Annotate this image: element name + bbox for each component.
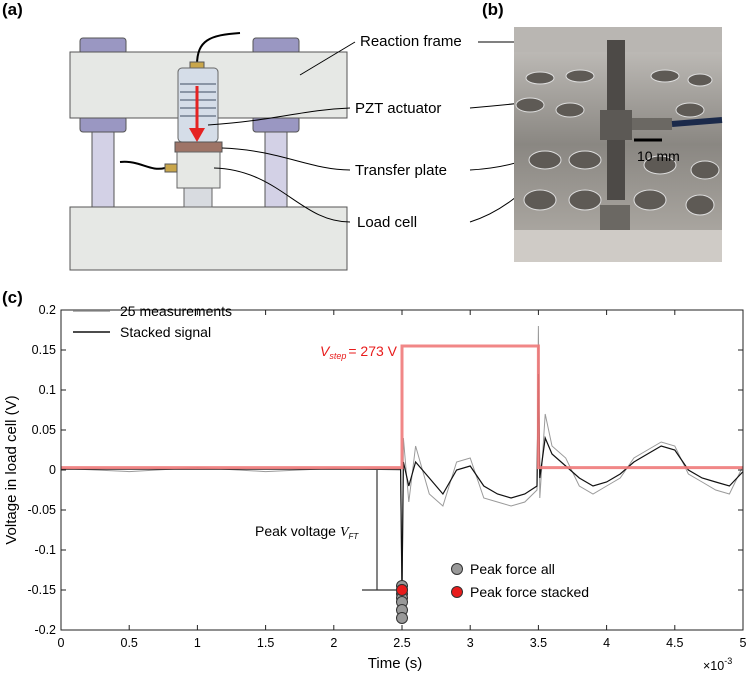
- y-tick-label: 0: [49, 463, 56, 477]
- x-tick-label: 5: [740, 636, 747, 650]
- x-axis-label: Time (s): [368, 655, 422, 672]
- exponent-power: -3: [724, 656, 732, 666]
- panel-label: (a): [2, 0, 23, 19]
- y-tick-label: -0.05: [28, 503, 57, 517]
- panel-label: (c): [2, 288, 23, 307]
- plot: [60, 325, 744, 624]
- legend-label: Peak force stacked: [470, 584, 589, 600]
- x-tick-label: 0: [58, 636, 65, 650]
- exponent-base: ×10: [703, 659, 724, 673]
- y-tick-label: -0.1: [34, 543, 56, 557]
- annotation-text: Peak voltage: [255, 523, 336, 539]
- diagram-label: Load cell: [357, 214, 417, 231]
- diagram-label: Reaction frame: [360, 33, 462, 50]
- scale-bar-label: 10 mm: [637, 148, 680, 164]
- y-tick-label: -0.15: [28, 583, 57, 597]
- vstep-annotation: Vstep = 273 V: [320, 343, 398, 361]
- panel-label: (b): [482, 0, 504, 19]
- annotation-symbol: V: [320, 343, 331, 359]
- x-tick-label: 1.5: [257, 636, 274, 650]
- photo: [514, 27, 723, 262]
- x-tick-label: 2: [330, 636, 337, 650]
- annotation-subscript: FT: [349, 532, 360, 541]
- y-tick-label: 0.1: [39, 383, 56, 397]
- legend-label: Peak force all: [470, 561, 555, 577]
- legend-label: Stacked signal: [120, 324, 211, 340]
- x-tick-label: 3: [467, 636, 474, 650]
- diagram: [69, 32, 356, 271]
- diagram-label: PZT actuator: [355, 100, 441, 117]
- diagram-label: Transfer plate: [355, 162, 447, 179]
- x-tick-label: 4: [603, 636, 610, 650]
- x-tick-label: 3.5: [530, 636, 547, 650]
- x-exponent: ×10-3: [703, 656, 732, 673]
- series-line: [61, 344, 743, 470]
- peak-bracket: [362, 470, 396, 591]
- scatter-point: [396, 584, 408, 596]
- annotation-symbol: V: [340, 525, 350, 540]
- x-tick-label: 1: [194, 636, 201, 650]
- y-tick-label: 0.05: [32, 423, 56, 437]
- y-tick-label: 0.2: [39, 303, 56, 317]
- y-tick-label: 0.15: [32, 343, 56, 357]
- legend-marker: [451, 563, 463, 575]
- x-tick-label: 2.5: [393, 636, 410, 650]
- x-tick-label: 4.5: [666, 636, 683, 650]
- y-tick-label: -0.2: [34, 623, 56, 637]
- x-tick-label: 0.5: [121, 636, 138, 650]
- legend-marker: [451, 586, 463, 598]
- legend-label: 25 measurements: [120, 303, 232, 319]
- y-axis-label: Voltage in load cell (V): [3, 395, 20, 544]
- scatter-point: [396, 612, 408, 624]
- annotation-text: = 273 V: [348, 343, 397, 359]
- annotation-subscript: step: [329, 351, 346, 361]
- peak-voltage-annotation: Peak voltage VFT: [255, 523, 359, 541]
